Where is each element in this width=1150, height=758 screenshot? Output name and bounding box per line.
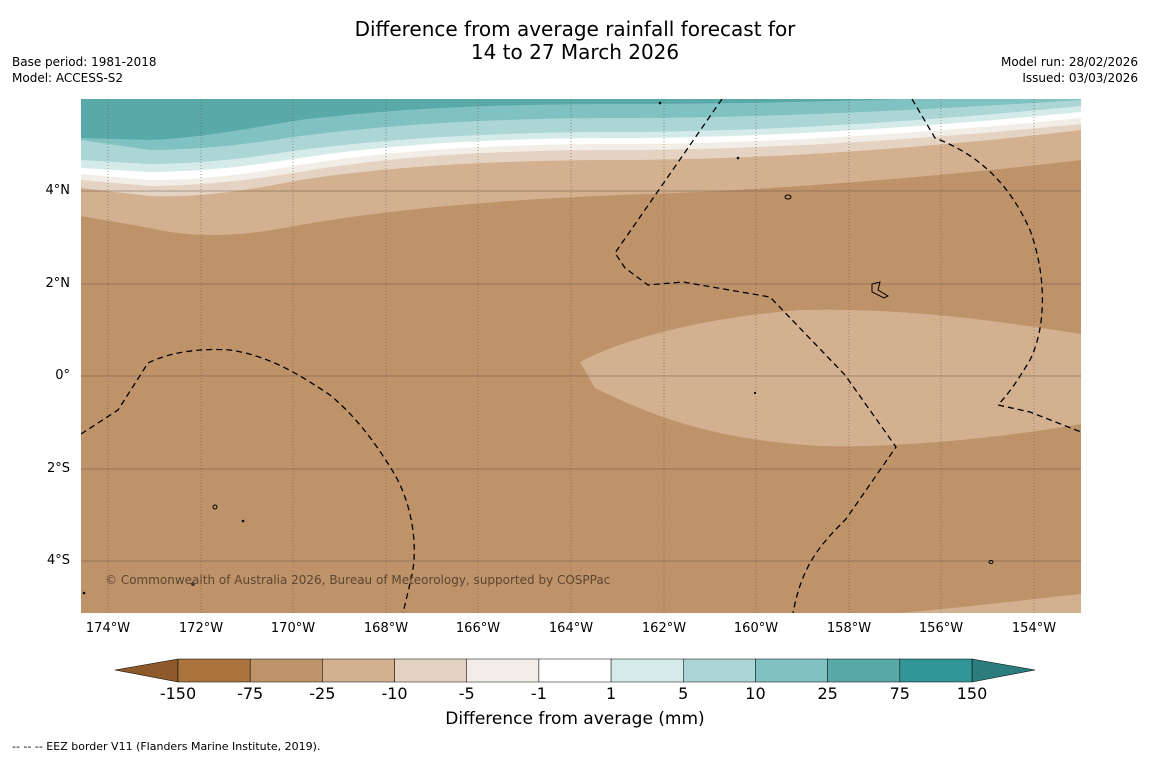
title-line-1: Difference from average rainfall forecas… [354,17,796,41]
colorbar-segment [610,658,684,683]
colorbar-tick-label: -150 [159,684,197,703]
colorbar-segment [683,658,756,683]
colorbar-tick-label: 1 [605,684,617,703]
meta-left: Base period: 1981-2018 Model: ACCESS-S2 [12,54,157,86]
lon-label-156w: 156°W [918,621,964,636]
colorbar [114,658,1036,683]
lat-label-4n: 4°N [45,183,71,198]
eez-borders [81,99,1081,613]
lon-label-158w: 158°W [826,621,872,636]
lat-label-2n: 2°N [45,276,71,291]
colorbar-segment [177,658,251,683]
colorbar-segment [538,658,612,683]
lon-label-154w: 154°W [1011,621,1057,636]
colorbar-tick-label: 75 [889,684,910,703]
colorbar-segment [249,658,323,683]
colorbar-segment [755,658,828,683]
lat-label-4s: 4°S [46,553,70,568]
latitude-gridlines [81,190,1081,562]
title-line-2: 14 to 27 March 2026 [470,40,680,64]
band-minus-25-south [900,594,1081,613]
lon-label-168w: 168°W [363,621,409,636]
lat-label-2s: 2°S [46,461,70,476]
colorbar-segment [899,658,973,683]
band-plus-25 [81,99,900,140]
colorbar-under-arrow [114,658,179,683]
lon-label-174w: 174°W [85,621,131,636]
colorbar-tick-label: 150 [956,684,988,703]
colorbar-segment [466,658,540,683]
colorbar-label: Difference from average (mm) [445,709,705,729]
lat-label-0: 0° [55,368,70,383]
colorbar-tick-label: -1 [530,684,547,703]
meta-right: Model run: 28/02/2026 Issued: 03/03/2026 [1001,54,1138,86]
colorbar-segment [394,658,467,683]
issued-date: Issued: 03/03/2026 [1022,71,1138,85]
band-minus-25-equator [580,309,1081,447]
colorbar-tick-label: 25 [817,684,838,703]
colorbar-segment [322,658,395,683]
lon-label-172w: 172°W [178,621,224,636]
lon-label-170w: 170°W [270,621,316,636]
rainfall-field [81,99,1081,613]
colorbar-over-arrow [971,658,1036,683]
colorbar-tick-label: 5 [678,684,689,703]
colorbar-tick-label: 10 [745,684,766,703]
lon-label-160w: 160°W [733,621,779,636]
lon-label-162w: 162°W [641,621,687,636]
islands [82,101,994,595]
colorbar-tick-label: -5 [458,684,475,703]
colorbar-tick-label: -75 [237,684,264,703]
base-period: Base period: 1981-2018 [12,55,157,69]
map-title: Difference from average rainfall forecas… [0,18,1150,64]
colorbar-tick-label: -25 [309,684,336,703]
colorbar-segment [827,658,901,683]
model-name: Model: ACCESS-S2 [12,71,124,85]
copyright-notice: © Commonwealth of Australia 2026, Bureau… [105,573,611,587]
colorbar-tick-label: -10 [381,684,408,703]
lon-label-164w: 164°W [548,621,594,636]
model-run: Model run: 28/02/2026 [1000,55,1138,69]
eez-legend: -- -- -- EEZ border V11 (Flanders Marine… [12,740,321,753]
lon-label-166w: 166°W [455,621,501,636]
